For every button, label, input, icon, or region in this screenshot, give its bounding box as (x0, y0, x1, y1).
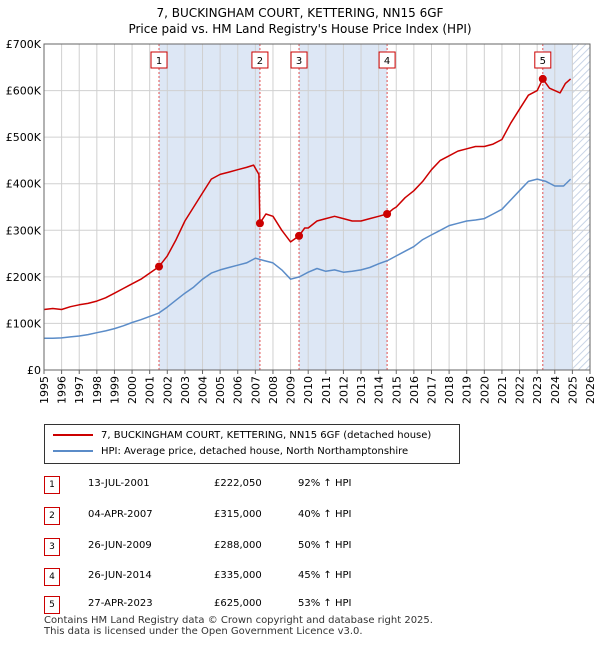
x-tick-label: 2010 (302, 376, 315, 404)
sale-row: 3 26-JUN-2009 £288,000 50% ↑ HPI (0, 538, 600, 556)
sale-number-badge: 1 (44, 476, 60, 494)
ownership-shade (159, 44, 260, 370)
x-tick-label: 1997 (73, 376, 86, 404)
sale-point (255, 219, 264, 228)
x-tick-label: 2006 (232, 376, 245, 404)
future-hatch (572, 44, 590, 370)
x-tick-label: 2007 (249, 376, 262, 404)
x-tick-label: 1999 (108, 376, 121, 404)
chart-legend: 7, BUCKINGHAM COURT, KETTERING, NN15 6GF… (44, 424, 460, 464)
sale-price: £222,050 (214, 478, 262, 489)
hpi-line (44, 178, 572, 340)
sale-hpi-change: 92% ↑ HPI (298, 478, 352, 489)
x-tick-label: 2000 (126, 376, 139, 404)
sale-date: 27-APR-2023 (88, 598, 153, 609)
legend-swatch-hpi (53, 450, 93, 452)
x-tick-label: 1996 (56, 376, 69, 404)
x-tick-label: 2020 (478, 376, 491, 404)
legend-swatch-property (53, 434, 93, 436)
price-chart: 1 2 3 4 5 £0 £100K £200K £300K £400K £500K £600K £7… (6, 38, 597, 404)
sale-marker-label: 1 (156, 56, 162, 67)
y-tick-label: £300K (6, 224, 42, 237)
sale-marker-box (150, 51, 168, 69)
sale-marker-label: 5 (540, 56, 546, 67)
sale-row: 2 04-APR-2007 £315,000 40% ↑ HPI (0, 507, 600, 525)
x-tick-label: 2018 (443, 376, 456, 404)
plot-area (43, 43, 591, 371)
sale-marker-box (251, 51, 269, 69)
x-tick-label: 2004 (197, 376, 210, 404)
footer: Contains HM Land Registry data © Crown c… (44, 615, 433, 637)
x-tick-label: 2003 (179, 376, 192, 404)
sale-number-badge: 4 (44, 568, 60, 586)
x-tick-label: 2001 (144, 376, 157, 404)
legend-item-hpi: HPI: Average price, detached house, Nort… (53, 445, 408, 459)
sale-date: 04-APR-2007 (88, 509, 153, 520)
sale-number-badge: 3 (44, 538, 60, 556)
y-tick-label: £500K (6, 131, 42, 144)
sale-hpi-change: 45% ↑ HPI (298, 570, 352, 581)
legend-label-hpi: HPI: Average price, detached house, Nort… (101, 446, 409, 457)
sale-number-badge: 5 (44, 596, 60, 614)
sale-number-badge: 2 (44, 507, 60, 525)
sale-price: £288,000 (214, 540, 262, 551)
x-tick-label: 2009 (285, 376, 298, 404)
chart-title: 7, BUCKINGHAM COURT, KETTERING, NN15 6GF (156, 6, 444, 20)
sale-hpi-change: 40% ↑ HPI (298, 509, 352, 520)
x-tick-label: 1995 (38, 376, 51, 404)
sale-marker-box (534, 51, 552, 69)
legend-label-property: 7, BUCKINGHAM COURT, KETTERING, NN15 6GF… (101, 430, 432, 441)
x-tick-label: 2012 (337, 376, 350, 404)
y-tick-label: £700K (6, 38, 42, 51)
legend-item-property: 7, BUCKINGHAM COURT, KETTERING, NN15 6GF… (53, 429, 431, 443)
ownership-shade (542, 44, 573, 370)
x-tick-label: 2023 (531, 376, 544, 404)
x-tick-label: 2008 (267, 376, 280, 404)
x-tick-label: 2026 (584, 376, 597, 404)
x-tick-label: 2024 (549, 376, 562, 404)
sale-marker-label: 4 (384, 56, 390, 67)
sale-point (155, 262, 164, 271)
sale-price: £625,000 (214, 598, 262, 609)
sale-point (383, 209, 392, 218)
sale-marker-box (378, 51, 396, 69)
x-tick-label: 2002 (161, 376, 174, 404)
y-tick-label: £0 (27, 364, 41, 377)
sale-row: 4 26-JUN-2014 £335,000 45% ↑ HPI (0, 568, 600, 586)
y-tick-label: £600K (6, 85, 42, 98)
y-tick-label: £400K (6, 178, 42, 191)
x-tick-label: 2025 (566, 376, 579, 404)
x-tick-label: 2005 (214, 376, 227, 404)
sale-point (295, 231, 304, 240)
x-tick-label: 2011 (320, 376, 333, 404)
x-tick-label: 2022 (514, 376, 527, 404)
x-tick-label: 2019 (461, 376, 474, 404)
sale-marker-label: 3 (296, 56, 302, 67)
sale-hpi-change: 53% ↑ HPI (298, 598, 352, 609)
sale-date: 13-JUL-2001 (88, 478, 150, 489)
x-tick-label: 2013 (355, 376, 368, 404)
sale-date: 26-JUN-2014 (88, 570, 152, 581)
x-tick-label: 2017 (425, 376, 438, 404)
y-tick-label: £100K (6, 317, 42, 330)
chart-subtitle: Price paid vs. HM Land Registry's House … (128, 22, 472, 36)
sale-point (538, 74, 547, 83)
x-tick-label: 2016 (408, 376, 421, 404)
footer-copyright: Contains HM Land Registry data © Crown c… (44, 615, 433, 626)
x-tick-label: 2014 (373, 376, 386, 404)
sale-hpi-change: 50% ↑ HPI (298, 540, 352, 551)
y-tick-label: £200K (6, 271, 42, 284)
sale-row: 1 13-JUL-2001 £222,050 92% ↑ HPI (0, 476, 600, 494)
sale-marker-label: 2 (257, 56, 263, 67)
sale-marker-box (290, 51, 308, 69)
sale-price: £335,000 (214, 570, 262, 581)
property-price-line (43, 78, 572, 311)
x-tick-label: 1998 (91, 376, 104, 404)
x-tick-label: 2015 (390, 376, 403, 404)
sale-row: 5 27-APR-2023 £625,000 53% ↑ HPI (0, 596, 600, 614)
sale-price: £315,000 (214, 509, 262, 520)
footer-licence: This data is licensed under the Open Gov… (44, 626, 363, 637)
x-tick-label: 2021 (496, 376, 509, 404)
sale-date: 26-JUN-2009 (88, 540, 152, 551)
